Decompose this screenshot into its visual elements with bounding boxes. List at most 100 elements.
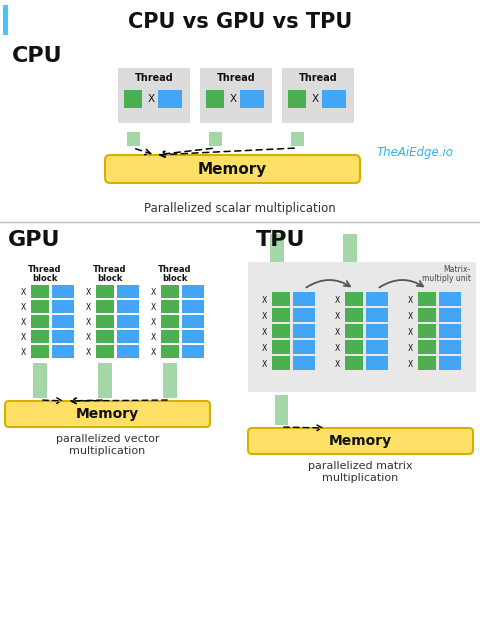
Text: GPU: GPU <box>8 230 60 250</box>
Text: Memory: Memory <box>197 161 266 177</box>
Text: Thread: Thread <box>298 73 336 83</box>
Text: X: X <box>261 343 266 353</box>
Bar <box>124 90 142 108</box>
Bar <box>365 308 387 322</box>
Bar <box>157 90 181 108</box>
Bar <box>417 308 435 322</box>
Bar <box>118 68 190 123</box>
Bar <box>161 330 179 343</box>
Bar <box>271 324 289 338</box>
Bar <box>31 345 49 358</box>
Bar <box>292 308 314 322</box>
Bar <box>417 292 435 306</box>
Bar <box>31 300 49 313</box>
Bar <box>96 300 114 313</box>
FancyBboxPatch shape <box>105 155 359 183</box>
Bar <box>117 285 139 298</box>
Bar <box>181 330 204 343</box>
Text: X: X <box>407 359 412 369</box>
Bar <box>417 324 435 338</box>
Bar <box>181 315 204 328</box>
Bar <box>117 300 139 313</box>
Text: Matrix-
multiply unit: Matrix- multiply unit <box>421 265 470 283</box>
Text: Parallelized scalar multiplication: Parallelized scalar multiplication <box>144 202 335 214</box>
Text: X: X <box>229 94 236 104</box>
Bar <box>321 90 345 108</box>
Bar <box>438 292 460 306</box>
Bar <box>275 395 288 425</box>
Bar <box>417 356 435 370</box>
Bar <box>161 300 179 313</box>
Bar <box>438 308 460 322</box>
FancyBboxPatch shape <box>5 401 210 427</box>
Text: CPU vs GPU vs TPU: CPU vs GPU vs TPU <box>128 12 351 32</box>
Bar <box>205 90 224 108</box>
Bar <box>288 90 305 108</box>
Text: Thread: Thread <box>216 73 255 83</box>
Text: X: X <box>261 327 266 336</box>
Text: X: X <box>85 302 90 311</box>
Text: X: X <box>261 311 266 320</box>
Bar <box>344 356 362 370</box>
Text: X: X <box>85 332 90 341</box>
Bar <box>200 68 271 123</box>
Bar <box>281 68 353 123</box>
Bar <box>163 363 177 398</box>
Bar <box>181 300 204 313</box>
Text: TPU: TPU <box>255 230 305 250</box>
Text: X: X <box>334 359 339 369</box>
Text: X: X <box>407 343 412 353</box>
Text: X: X <box>150 302 156 311</box>
Text: X: X <box>85 318 90 327</box>
Bar <box>31 330 49 343</box>
Bar <box>52 285 74 298</box>
Text: TheAiEdge.io: TheAiEdge.io <box>376 145 453 158</box>
Bar <box>292 340 314 354</box>
Text: X: X <box>261 295 266 304</box>
Bar <box>438 324 460 338</box>
Text: Thread
block: Thread block <box>158 265 192 283</box>
Text: X: X <box>407 295 412 304</box>
Bar <box>438 340 460 354</box>
Bar <box>292 324 314 338</box>
Text: Memory: Memory <box>76 407 139 421</box>
Bar <box>438 356 460 370</box>
Bar <box>181 345 204 358</box>
Bar <box>344 292 362 306</box>
Text: X: X <box>334 327 339 336</box>
Bar <box>33 363 47 398</box>
Bar <box>271 292 289 306</box>
Bar <box>240 90 264 108</box>
Text: X: X <box>20 348 25 357</box>
Text: X: X <box>150 288 156 297</box>
Text: X: X <box>261 359 266 369</box>
Text: Thread: Thread <box>134 73 173 83</box>
Bar <box>96 330 114 343</box>
Text: X: X <box>407 311 412 320</box>
Bar <box>417 340 435 354</box>
Bar <box>344 324 362 338</box>
Bar <box>365 340 387 354</box>
Bar <box>96 345 114 358</box>
Bar <box>344 340 362 354</box>
Text: X: X <box>311 94 318 104</box>
Text: CPU: CPU <box>12 46 62 66</box>
Bar <box>52 315 74 328</box>
Text: X: X <box>334 311 339 320</box>
Bar <box>365 292 387 306</box>
Bar <box>52 345 74 358</box>
Text: Thread
block: Thread block <box>28 265 61 283</box>
Bar <box>271 308 289 322</box>
Text: X: X <box>150 318 156 327</box>
Bar <box>344 308 362 322</box>
Bar <box>290 132 303 146</box>
Bar <box>365 324 387 338</box>
Text: X: X <box>20 318 25 327</box>
Bar <box>271 356 289 370</box>
Bar <box>269 234 283 262</box>
Bar <box>117 330 139 343</box>
Text: X: X <box>334 343 339 353</box>
Text: X: X <box>20 288 25 297</box>
Bar <box>3 5 8 35</box>
Text: X: X <box>150 332 156 341</box>
